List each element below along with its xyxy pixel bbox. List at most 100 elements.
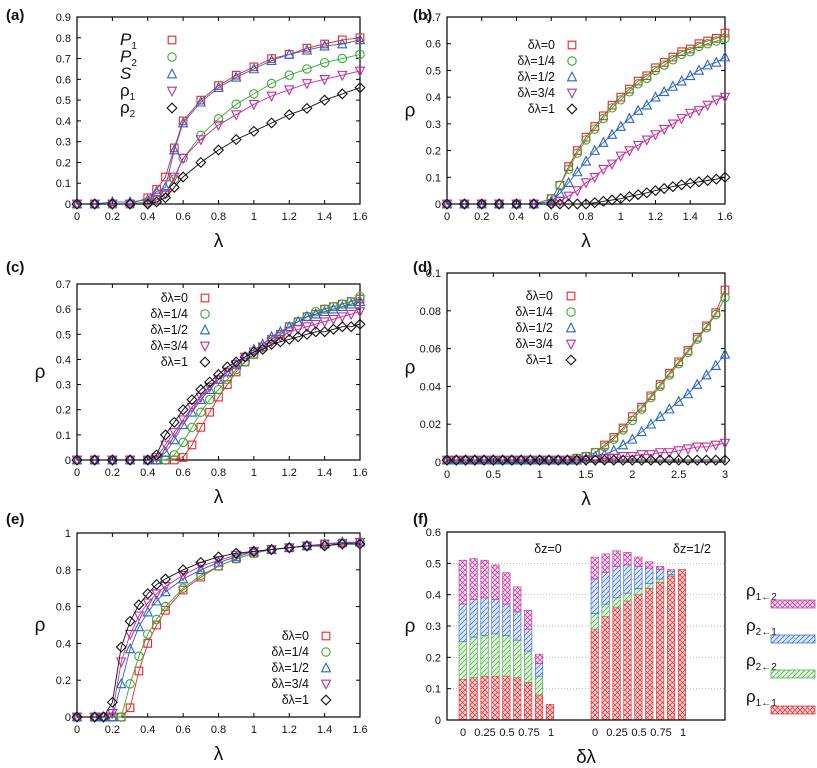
data-point — [702, 100, 713, 112]
legend-label: δλ=1/2 — [271, 661, 309, 675]
data-point — [664, 370, 675, 380]
data-point — [178, 453, 188, 462]
data-point — [649, 185, 662, 197]
data-point — [667, 119, 679, 130]
x-tick-label: 0.2 — [105, 211, 120, 223]
data-point — [337, 70, 348, 82]
x-tick-label: 1.2 — [282, 211, 297, 223]
data-point — [668, 54, 678, 65]
bar-segment — [623, 564, 632, 594]
data-point — [654, 454, 666, 466]
data-point — [301, 310, 313, 322]
bar-segment — [601, 553, 610, 574]
data-point — [213, 114, 224, 124]
y-tick-label: 0.08 — [420, 306, 441, 318]
data-point — [142, 198, 154, 210]
data-point — [98, 712, 109, 724]
bar-segment — [458, 678, 467, 721]
data-point — [354, 66, 366, 78]
data-point — [719, 348, 731, 359]
data-point — [676, 49, 687, 60]
data-point — [459, 199, 470, 211]
data-point — [212, 144, 225, 156]
data-point — [487, 454, 499, 466]
data-point — [617, 438, 629, 450]
data-point — [161, 172, 170, 182]
data-point — [476, 199, 488, 211]
data-point — [124, 642, 136, 654]
legend-marker — [566, 88, 578, 100]
x-tick-label: 0.5 — [486, 469, 501, 481]
legend-label: δλ=0 — [526, 289, 553, 303]
legend-label: S — [120, 64, 132, 83]
data-point — [441, 454, 453, 466]
x-tick-label: 0 — [444, 469, 450, 481]
data-point — [213, 81, 224, 92]
data-point — [624, 87, 635, 97]
legend-label: δλ=1/4 — [271, 645, 309, 659]
bar-segment — [534, 663, 544, 677]
data-point — [599, 442, 610, 452]
bar-segment — [502, 603, 511, 636]
legend-label-sub: 1←2 — [756, 592, 778, 603]
data-point — [151, 614, 162, 625]
plot-frame — [446, 272, 726, 463]
x-tick-label: 1 — [618, 211, 624, 223]
bar-segment — [612, 550, 621, 567]
data-point — [134, 651, 144, 662]
x-tick-label: 1 — [251, 467, 257, 479]
data-point — [563, 191, 574, 202]
data-point — [441, 198, 453, 210]
y-tick-label: 0.2 — [56, 157, 71, 169]
data-point — [667, 181, 679, 193]
legend-label: δλ=0 — [282, 629, 309, 643]
data-point — [511, 199, 522, 211]
data-point — [274, 336, 286, 348]
data-point — [249, 89, 259, 99]
data-point — [187, 422, 197, 433]
data-point — [571, 453, 582, 463]
data-point — [615, 151, 627, 162]
bar-segment — [590, 628, 599, 721]
x-tick-label: 1.6 — [352, 724, 367, 736]
data-point — [580, 155, 592, 166]
x-tick-label: 0.8 — [211, 724, 226, 736]
data-point — [623, 190, 636, 203]
data-point — [89, 455, 100, 467]
y-tick-label: 0.7 — [56, 279, 71, 291]
data-point — [177, 171, 189, 183]
data-point — [598, 454, 611, 466]
data-point — [310, 326, 322, 338]
data-point — [107, 708, 118, 720]
data-point — [168, 416, 180, 428]
x-tick-label: 0 — [460, 727, 466, 739]
bar-segment — [480, 597, 489, 636]
legend-label: ρ1 — [120, 81, 136, 103]
data-point — [493, 198, 505, 210]
bar-segment — [469, 599, 478, 638]
y-tick-label: 0.6 — [426, 39, 441, 51]
x-tick-label: 0 — [74, 724, 80, 736]
legend-swatch — [770, 634, 816, 644]
data-point — [257, 338, 269, 349]
data-point — [702, 174, 714, 187]
data-point — [561, 454, 574, 466]
legend-marker — [200, 309, 210, 319]
data-point — [195, 392, 207, 404]
data-point — [160, 585, 171, 597]
data-point — [204, 376, 216, 388]
y-tick-label: 0.2 — [426, 652, 441, 664]
data-point — [301, 328, 313, 340]
data-point — [632, 189, 644, 201]
data-point — [283, 542, 295, 554]
data-point — [106, 696, 118, 708]
data-point — [275, 332, 286, 343]
data-point — [572, 186, 583, 197]
x-tick-label: 1 — [548, 727, 554, 739]
data-point — [319, 40, 330, 51]
data-point — [142, 454, 154, 466]
y-tick-label: 0.2 — [426, 146, 441, 158]
data-point — [525, 455, 536, 467]
data-point — [654, 410, 666, 421]
legend-marker — [320, 694, 332, 706]
